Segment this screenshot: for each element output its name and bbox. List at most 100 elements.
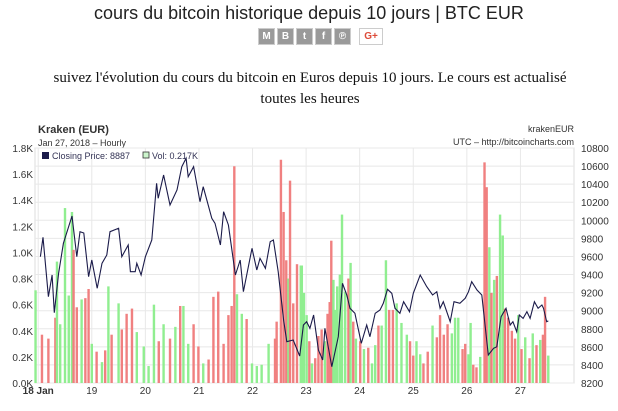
- volume-tick-label: 0.4K: [12, 327, 33, 338]
- legend-volume-swatch: [142, 151, 150, 159]
- volume-bar: [63, 208, 67, 383]
- volume-bar: [547, 355, 550, 383]
- volume-bar: [464, 343, 467, 383]
- volume-bar: [354, 338, 358, 383]
- x-tick-label: 24: [354, 386, 366, 397]
- volume-bar: [292, 303, 295, 383]
- volume-bar: [442, 334, 446, 383]
- volume-bar: [40, 334, 44, 383]
- volume-bar: [240, 313, 244, 383]
- volume-bar: [513, 338, 517, 383]
- volume-bar: [267, 343, 270, 383]
- volume-bar: [314, 358, 317, 383]
- volume-bar: [352, 321, 355, 383]
- volume-bar: [349, 262, 352, 383]
- price-tick-label: 9800: [581, 234, 604, 245]
- volume-bar: [510, 330, 514, 383]
- price-tick-label: 10800: [581, 144, 609, 155]
- legend-price: Closing Price: 8887: [52, 151, 130, 161]
- price-tick-label: 9000: [581, 307, 604, 318]
- volume-bar: [87, 289, 90, 383]
- volume-bar: [275, 321, 278, 383]
- twitter-icon[interactable]: t: [296, 28, 313, 45]
- volume-bar: [157, 341, 160, 383]
- volume-bar: [495, 275, 499, 383]
- google-plus-button[interactable]: G+: [359, 28, 383, 45]
- volume-bar: [212, 296, 215, 383]
- volume-bar: [47, 338, 50, 383]
- volume-bar: [469, 322, 472, 383]
- facebook-icon[interactable]: f: [315, 28, 332, 45]
- volume-bar: [227, 315, 230, 383]
- volume-bar: [202, 363, 205, 383]
- volume-bar: [405, 334, 409, 383]
- volume-bar: [67, 295, 70, 383]
- volume-bar: [535, 345, 538, 383]
- x-tick-label: 22: [247, 386, 259, 397]
- volume-bar: [84, 298, 87, 383]
- volume-bar: [233, 166, 236, 383]
- volume-bar: [326, 313, 329, 383]
- volume-bar: [310, 363, 314, 383]
- volume-bar: [461, 349, 464, 383]
- volume-bar: [282, 211, 285, 383]
- volume-bar: [222, 343, 225, 383]
- volume-bar: [503, 308, 507, 383]
- x-tick-label: 21: [193, 386, 205, 397]
- volume-bar: [457, 317, 460, 383]
- volume-bar: [295, 264, 299, 383]
- price-tick-label: 8800: [581, 325, 604, 336]
- volume-bar: [152, 304, 156, 383]
- volume-bar: [330, 240, 333, 383]
- volume-bar: [506, 317, 510, 383]
- volume-tick-label: 1.2K: [12, 222, 33, 233]
- pinterest-icon[interactable]: ℗: [334, 28, 351, 45]
- volume-bar: [255, 366, 259, 383]
- volume-bar: [80, 299, 83, 383]
- x-tick-label: 27: [515, 386, 527, 397]
- chart-title: Kraken (EUR): [38, 124, 109, 136]
- volume-bar: [328, 302, 331, 383]
- volume-bar: [380, 325, 383, 383]
- volume-bar: [279, 159, 283, 383]
- volume-bar: [110, 334, 113, 383]
- volume-bar: [520, 349, 523, 383]
- volume-bar: [362, 349, 366, 383]
- volume-bar: [260, 364, 263, 383]
- volume-bar: [438, 315, 442, 383]
- volume-tick-label: 1.8K: [12, 144, 33, 155]
- blogger-icon[interactable]: B: [277, 28, 294, 45]
- volume-bar: [100, 362, 104, 383]
- volume-bar: [543, 296, 547, 383]
- volume-tick-label: 0.2K: [12, 353, 33, 364]
- chart-symbol: krakenEUR: [528, 124, 575, 134]
- volume-bar: [408, 341, 412, 383]
- volume-bar: [479, 356, 482, 383]
- volume-bar: [359, 341, 362, 383]
- volume-bar: [524, 337, 527, 383]
- volume-bar: [90, 343, 93, 383]
- volume-bar: [488, 247, 491, 383]
- volume-bar: [72, 249, 75, 383]
- volume-bar: [250, 363, 254, 383]
- volume-bar: [419, 354, 422, 383]
- volume-bar: [287, 278, 290, 383]
- volume-bar: [187, 343, 190, 383]
- price-tick-label: 8400: [581, 361, 604, 372]
- volume-bar: [55, 261, 59, 383]
- volume-bar: [472, 364, 475, 383]
- volume-bar: [235, 294, 239, 383]
- gmail-icon[interactable]: M: [258, 28, 275, 45]
- volume-bar: [528, 358, 531, 383]
- volume-bar: [34, 290, 37, 383]
- legend-volume: Vol: 0.217K: [152, 151, 198, 161]
- page-title: cours du bitcoin historique depuis 10 jo…: [94, 3, 524, 23]
- volume-bar: [58, 324, 62, 383]
- chart-subtitle: Jan 27, 2018 – Hourly: [38, 138, 127, 148]
- volume-bar: [130, 308, 134, 383]
- volume-bar: [539, 339, 542, 383]
- volume-bar: [400, 322, 403, 383]
- volume-bar: [135, 332, 138, 383]
- page-description: suivez l'évolution du cours du bitcoin e…: [53, 70, 567, 107]
